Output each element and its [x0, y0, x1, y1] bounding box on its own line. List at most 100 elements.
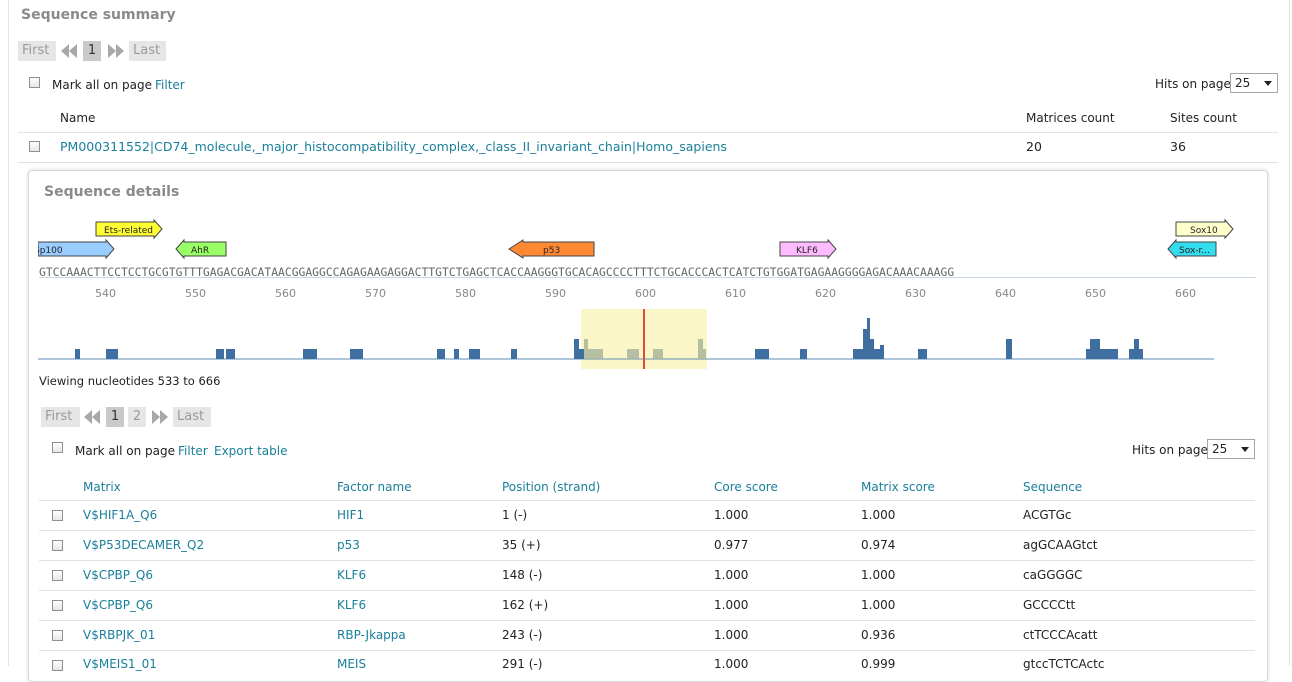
page-1-button[interactable]: 1 [83, 41, 101, 61]
divider [18, 132, 1278, 133]
dropdown-arrow-icon [1241, 447, 1249, 452]
hits-on-page-value: 25 [1212, 442, 1228, 456]
col-name-header: Name [60, 111, 96, 125]
page-1-button[interactable]: 1 [106, 407, 124, 427]
col-core-score-header[interactable]: Core score [714, 480, 778, 494]
matrix-score-cell: 1.000 [861, 568, 896, 582]
position-tick: 540 [95, 287, 116, 300]
prev-page-icon[interactable] [84, 410, 100, 424]
row-checkbox[interactable] [52, 540, 63, 551]
matrix-link[interactable]: V$MEIS1_01 [83, 657, 157, 671]
factor-link[interactable]: HIF1 [337, 508, 365, 522]
viewing-range-text: Viewing nucleotides 533 to 666 [39, 374, 221, 388]
row-checkbox[interactable] [52, 510, 63, 521]
position-cell: 35 (+) [502, 538, 541, 552]
matrix-link[interactable]: V$RBPJK_01 [83, 628, 156, 642]
sequence-name-link[interactable]: PM000311552|CD74_molecule,_major_histoco… [60, 139, 727, 154]
position-tick: 640 [995, 287, 1016, 300]
site-density-overview[interactable] [38, 305, 1218, 371]
col-position-header[interactable]: Position (strand) [502, 480, 601, 494]
sequence-cell: caGGGGC [1023, 568, 1083, 582]
filter-link[interactable]: Filter [178, 444, 208, 458]
col-matrix-header[interactable]: Matrix [83, 480, 121, 494]
matrix-link[interactable]: V$HIF1A_Q6 [83, 508, 158, 522]
next-page-icon[interactable] [152, 410, 168, 424]
feature-klf6[interactable]: KLF6 [779, 238, 837, 260]
mark-all-label: Mark all on page [75, 444, 175, 458]
sequence-cell: gtccTCTCActc [1023, 657, 1105, 671]
factor-link[interactable]: KLF6 [337, 598, 367, 612]
site-bars-in-window [584, 339, 706, 359]
dropdown-arrow-icon [1264, 81, 1272, 86]
sequence-details-panel [28, 170, 1268, 682]
mark-all-checkbox[interactable] [29, 77, 40, 88]
row-checkbox[interactable] [52, 570, 63, 581]
matrix-score-cell: 0.999 [861, 657, 896, 671]
divider [18, 162, 1278, 163]
position-cell: 1 (-) [502, 508, 528, 522]
svg-text:Sox10: Sox10 [1190, 226, 1218, 236]
position-tick: 650 [1085, 287, 1106, 300]
page-2-button[interactable]: 2 [128, 407, 146, 427]
feature-sp100[interactable]: Sp100 [38, 238, 115, 260]
factor-link[interactable]: KLF6 [337, 568, 367, 582]
sequence-details-title: Sequence details [44, 184, 180, 200]
divider [39, 530, 1255, 531]
position-tick: 600 [635, 287, 656, 300]
matrix-link[interactable]: V$P53DECAMER_Q2 [83, 538, 205, 552]
col-factor-name-header[interactable]: Factor name [337, 480, 412, 494]
pager-last-button[interactable]: Last [129, 41, 166, 61]
pager-first-button[interactable]: First [18, 41, 56, 61]
matrix-link[interactable]: V$CPBP_Q6 [83, 598, 154, 612]
position-tick: 560 [275, 287, 296, 300]
row-checkbox[interactable] [52, 600, 63, 611]
factor-link[interactable]: MEIS [337, 657, 367, 671]
divider [39, 650, 1255, 651]
prev-page-icon[interactable] [61, 44, 77, 58]
factor-link[interactable]: RBP-Jkappa [337, 628, 406, 642]
export-table-link[interactable]: Export table [214, 444, 288, 458]
core-score-cell: 1.000 [714, 568, 749, 582]
divider [39, 620, 1255, 621]
sequence-cell: ACGTGc [1023, 508, 1072, 522]
feature-sox10[interactable]: Sox10 [1175, 218, 1234, 240]
divider [39, 560, 1255, 561]
sequence-cell: GCCCCtt [1023, 598, 1076, 612]
svg-text:AhR: AhR [191, 246, 209, 256]
matrix-score-cell: 1.000 [861, 508, 896, 522]
feature-ets-related[interactable]: Ets-related [95, 218, 163, 240]
core-score-cell: 1.000 [714, 508, 749, 522]
svg-text:Sox-r...: Sox-r... [1179, 246, 1210, 256]
position-tick: 590 [545, 287, 566, 300]
position-cell: 148 (-) [502, 568, 543, 582]
core-score-cell: 1.000 [714, 657, 749, 671]
row-checkbox[interactable] [29, 141, 40, 152]
nucleotide-sequence: GTCCAAACTTCCTCCTGCGTGTTTGAGACGACATAACGGA… [39, 265, 955, 279]
hits-on-page-value: 25 [1235, 76, 1251, 90]
row-checkbox[interactable] [52, 630, 63, 641]
mark-all-checkbox[interactable] [52, 442, 63, 453]
svg-text:Ets-related: Ets-related [104, 226, 153, 236]
position-tick: 580 [455, 287, 476, 300]
factor-link[interactable]: p53 [337, 538, 360, 552]
feature-p53[interactable]: p53 [508, 239, 595, 259]
hits-on-page-select[interactable]: 25 [1230, 73, 1278, 93]
main-panel [8, 0, 1290, 666]
filter-link[interactable]: Filter [155, 78, 185, 92]
pager-last-button[interactable]: Last [173, 407, 211, 427]
feature-sox-related[interactable]: Sox-r... [1167, 238, 1217, 260]
core-score-cell: 1.000 [714, 598, 749, 612]
hits-on-page-select[interactable]: 25 [1207, 439, 1255, 459]
next-page-icon[interactable] [108, 44, 124, 58]
svg-text:p53: p53 [543, 246, 560, 256]
position-tick: 610 [725, 287, 746, 300]
matrices-count-value: 20 [1026, 139, 1042, 154]
matrix-link[interactable]: V$CPBP_Q6 [83, 568, 154, 582]
feature-ahr[interactable]: AhR [175, 238, 227, 260]
hits-on-page-label: Hits on page [1132, 443, 1208, 457]
svg-text:KLF6: KLF6 [796, 246, 818, 256]
position-tick: 570 [365, 287, 386, 300]
col-matrix-score-header[interactable]: Matrix score [861, 480, 935, 494]
col-sequence-header[interactable]: Sequence [1023, 480, 1083, 494]
pager-first-button[interactable]: First [41, 407, 80, 427]
